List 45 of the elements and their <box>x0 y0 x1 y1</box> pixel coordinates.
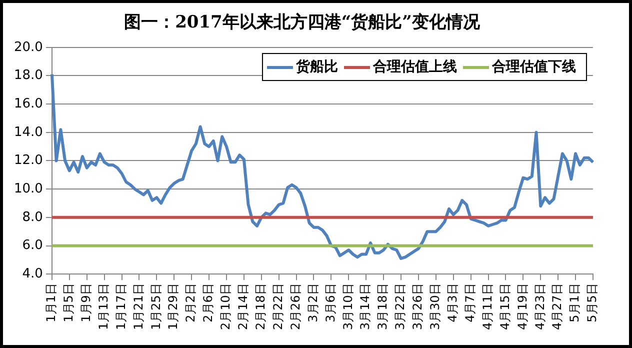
x-tick-label: 4月19日 <box>515 283 530 330</box>
x-tick-label: 3月14日 <box>358 283 372 330</box>
legend-label: 合理估值上线 <box>373 58 457 76</box>
y-tick-label: 20.0 <box>14 40 43 55</box>
x-tick-label: 1月9日 <box>78 283 93 322</box>
x-tick-label: 4月27日 <box>550 283 564 330</box>
x-tick-label: 3月2日 <box>306 283 320 322</box>
x-tick-label: 1月1日 <box>44 283 58 322</box>
x-tick-label: 3月22日 <box>393 283 408 330</box>
x-tick-label: 3月18日 <box>376 283 390 330</box>
y-tick-label: 10.0 <box>14 181 43 196</box>
x-tick-label: 3月10日 <box>340 283 355 330</box>
x-tick-label: 3月30日 <box>428 283 442 330</box>
x-tick-label: 4月7日 <box>462 283 477 322</box>
x-tick-label: 4月3日 <box>446 283 460 322</box>
x-tick-label: 4月11日 <box>480 283 494 330</box>
x-tick-label: 2月26日 <box>288 283 302 330</box>
x-tick-label: 1月29日 <box>166 283 180 330</box>
x-tick-label: 2月22日 <box>270 283 285 330</box>
y-tick-label: 18.0 <box>14 68 43 84</box>
x-tick-label: 2月10日 <box>218 283 233 330</box>
x-tick-label: 2月2日 <box>184 283 198 322</box>
x-tick-label: 3月6日 <box>323 283 338 322</box>
y-tick-label: 6.0 <box>22 238 43 254</box>
legend-label: 货船比 <box>296 58 338 76</box>
x-tick-label: 2月6日 <box>201 283 216 322</box>
y-tick-label: 4.0 <box>22 266 43 282</box>
x-tick-label: 2月14日 <box>236 283 250 330</box>
x-tick-label: 1月25日 <box>148 283 163 330</box>
x-tick-label: 4月15日 <box>498 283 512 330</box>
x-tick-label: 1月17日 <box>114 283 128 330</box>
x-tick-label: 5月5日 <box>585 283 600 322</box>
y-tick-label: 14.0 <box>14 124 43 140</box>
x-tick-label: 3月26日 <box>410 283 425 330</box>
y-tick-label: 8.0 <box>22 210 43 225</box>
y-tick-label: 16.0 <box>14 96 43 112</box>
chart-title: 图一：2017年以来北方四港“货船比”变化情况 <box>124 12 481 33</box>
x-tick-label: 5月1日 <box>568 283 582 322</box>
x-tick-label: 1月5日 <box>62 283 76 322</box>
x-tick-label: 2月18日 <box>254 283 268 330</box>
legend-label: 合理估值下线 <box>492 58 576 76</box>
x-tick-label: 1月21日 <box>131 283 146 330</box>
x-tick-label: 1月13日 <box>96 283 110 330</box>
y-tick-label: 12.0 <box>14 153 43 168</box>
x-tick-label: 4月23日 <box>532 283 547 330</box>
